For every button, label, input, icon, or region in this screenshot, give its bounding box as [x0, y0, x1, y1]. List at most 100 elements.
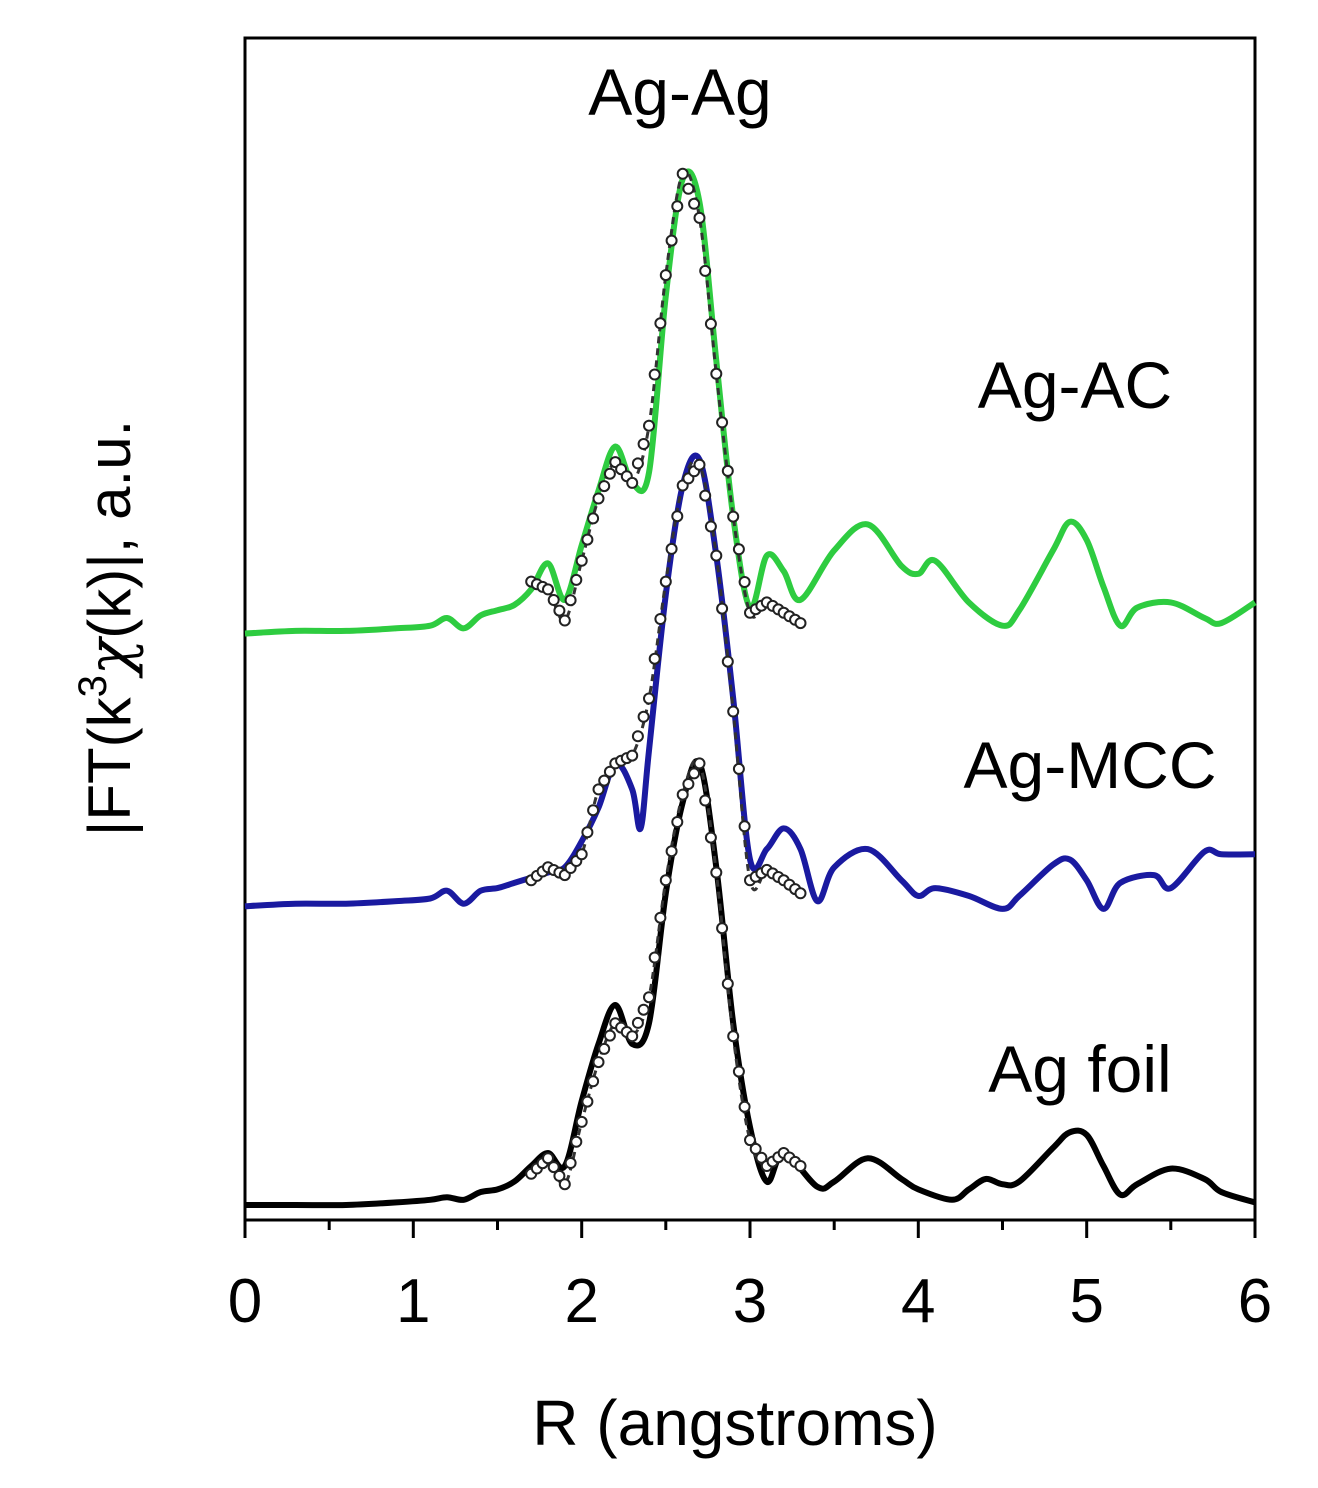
- fit-point: [654, 317, 667, 330]
- fit-point: [749, 1142, 762, 1155]
- fit-point: [570, 1135, 583, 1148]
- fit-point: [659, 575, 672, 588]
- fit-point: [710, 367, 723, 380]
- fit-point: [603, 467, 616, 480]
- fit-point: [721, 977, 734, 990]
- fit-point: [665, 234, 678, 247]
- fit-point: [581, 826, 594, 839]
- fit-point: [631, 730, 644, 743]
- fit-point: [659, 874, 672, 887]
- fit-point: [626, 749, 639, 762]
- x-ticks: 0 1 2 3 4 5 6: [228, 1220, 1272, 1336]
- x-tick-label: 4: [901, 1267, 935, 1336]
- fit-point: [755, 1151, 768, 1164]
- x-tick-label: 1: [396, 1267, 430, 1336]
- fit-point: [547, 594, 560, 606]
- fit-point: [704, 520, 717, 533]
- fit-point: [688, 197, 701, 210]
- fit-point: [558, 1178, 571, 1191]
- fit-point: [648, 951, 661, 964]
- fit-line-4: [530, 458, 802, 895]
- fit-point: [676, 167, 689, 180]
- y-axis-label: |FT(k3χ(k)|, a.u.: [71, 420, 145, 836]
- fit-point: [699, 794, 712, 807]
- fit-point: [716, 416, 729, 429]
- fit-point: [598, 480, 611, 493]
- fit-point: [542, 1152, 554, 1165]
- fit-point: [671, 510, 684, 523]
- fit-point: [553, 1169, 566, 1182]
- x-tick-label: 5: [1069, 1267, 1103, 1336]
- fit-point: [699, 264, 712, 277]
- fit-point: [603, 1029, 616, 1042]
- fit-point: [794, 1160, 807, 1172]
- fit-point: [654, 613, 667, 625]
- fit-point: [637, 710, 650, 723]
- fit-point: [794, 887, 807, 900]
- fit-point: [603, 765, 616, 778]
- fit-point: [738, 820, 751, 833]
- fit-point: [693, 458, 706, 471]
- fit-point: [732, 762, 745, 775]
- fit-line-5: [530, 758, 802, 1187]
- x-tick-label: 6: [1238, 1267, 1272, 1336]
- fit-point: [716, 602, 729, 615]
- fit-point: [732, 543, 745, 556]
- fit-point: [693, 757, 706, 770]
- series-labels: Ag-AC Ag-MCC Ag foil: [963, 348, 1216, 1106]
- fit-point: [542, 583, 554, 596]
- fit-point: [581, 1095, 594, 1108]
- fit-point: [727, 1030, 740, 1043]
- fit-point: [659, 269, 672, 282]
- fit-line-3: [530, 170, 802, 625]
- fit-point: [637, 438, 650, 450]
- series-line-ag-mcc: [244, 452, 1256, 912]
- fit-point: [727, 510, 740, 523]
- fit-point: [665, 845, 678, 858]
- fit-point: [592, 492, 605, 505]
- fit-point: [794, 617, 807, 630]
- fit-point: [721, 464, 734, 477]
- fit-point: [643, 991, 655, 1004]
- fit-point: [648, 368, 661, 381]
- fit-point: [671, 816, 684, 828]
- fit-point: [688, 767, 701, 780]
- fit-point: [587, 1075, 600, 1088]
- fit-point: [553, 604, 566, 617]
- fit-point: [558, 614, 571, 627]
- fit-point: [564, 594, 577, 607]
- fit-point: [631, 457, 644, 470]
- series-layer: [244, 167, 1257, 1209]
- fit-point: [682, 778, 695, 790]
- fit-point: [626, 1030, 639, 1043]
- fit-point: [693, 211, 706, 224]
- fit-point: [710, 549, 723, 562]
- y-axis-label-chi: χ: [75, 635, 145, 679]
- fit-point: [643, 692, 655, 705]
- y-axis-label-superscript: 3: [71, 675, 115, 697]
- fit-point: [631, 1016, 644, 1029]
- fit-point: [704, 831, 717, 844]
- fit-point: [575, 554, 588, 567]
- fit-point: [727, 705, 740, 718]
- fit-point: [710, 866, 723, 879]
- fit-point: [547, 1161, 560, 1174]
- x-tick-label: 0: [228, 1267, 262, 1336]
- fit-point: [581, 533, 594, 546]
- fit-point: [738, 576, 751, 588]
- fit-point: [654, 911, 667, 924]
- y-axis-label-prefix: |FT(k: [76, 696, 143, 836]
- annotation-ag-ag: Ag-Ag: [588, 55, 771, 129]
- x-tick-label: 3: [733, 1267, 767, 1336]
- series-label-ag-foil: Ag foil: [988, 1032, 1171, 1106]
- fit-point: [682, 182, 695, 195]
- x-tick-label: 2: [564, 1267, 598, 1336]
- fit-point: [665, 542, 678, 555]
- fit-point: [704, 317, 717, 330]
- y-axis-label-suffix: (k)|, a.u.: [76, 420, 143, 639]
- fit-point: [637, 1003, 650, 1016]
- fit-point: [564, 1157, 577, 1169]
- x-axis-label: R (angstroms): [532, 1387, 937, 1459]
- fit-point: [721, 655, 734, 668]
